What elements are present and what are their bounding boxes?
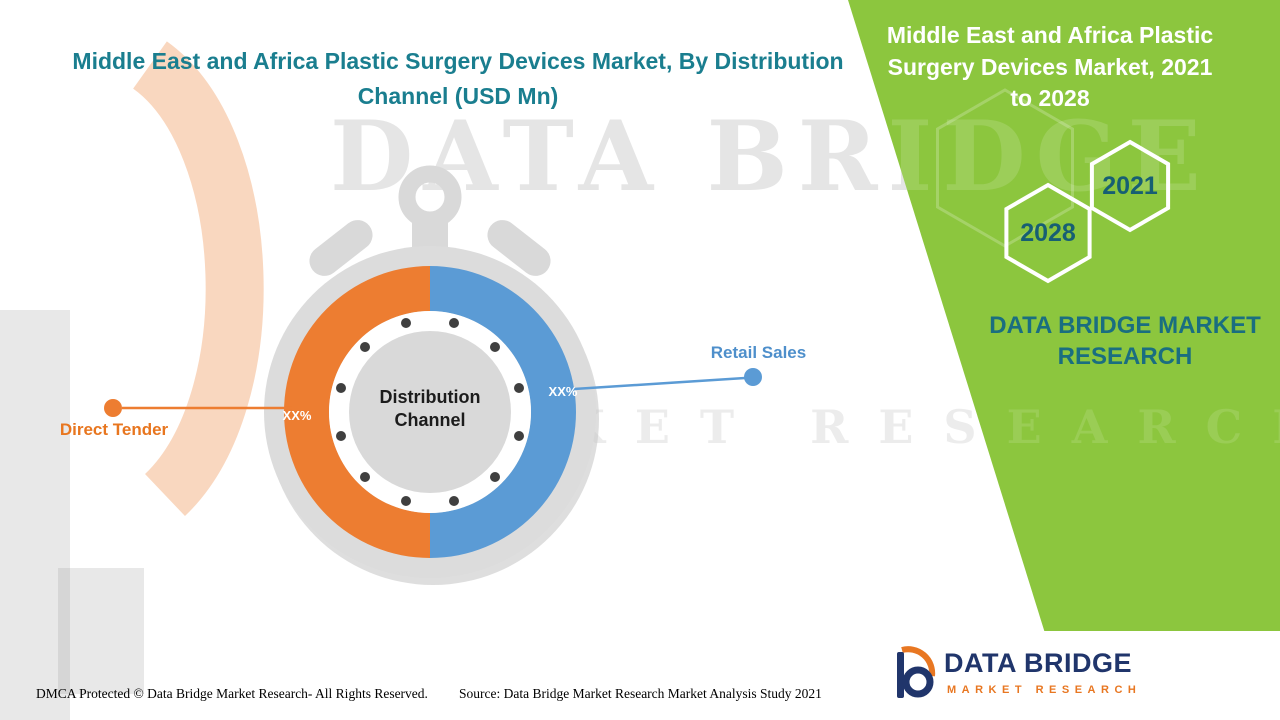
stopwatch-shoulders bbox=[309, 220, 551, 276]
side-panel-title: Middle East and Africa Plastic Surgery D… bbox=[886, 22, 1214, 112]
hexagon-2028 bbox=[1004, 182, 1092, 284]
year-2021-label: 2021 bbox=[1102, 172, 1158, 200]
footer-logo-card bbox=[868, 631, 1280, 720]
chart-center-label: Distribution Channel bbox=[379, 387, 481, 431]
retail-sales-marker bbox=[744, 368, 762, 386]
hexagon-2021 bbox=[1089, 139, 1171, 233]
year-2028-label: 2028 bbox=[1020, 219, 1076, 247]
brand-b-watermark bbox=[0, 41, 264, 720]
databridge-logo-icon bbox=[897, 646, 936, 698]
retail-sales-callout-line bbox=[573, 376, 746, 391]
retail-sales-label: Retail Sales bbox=[710, 343, 807, 362]
stopwatch-crown-icon bbox=[398, 165, 462, 229]
logo-subtitle: MARKET RESEARCH bbox=[947, 684, 1142, 696]
brand-name-text: DATA BRIDGE MARKET RESEARCH bbox=[989, 312, 1261, 371]
slice-value-direct-tender: XX% bbox=[282, 408, 312, 423]
slice-retail-sales bbox=[430, 266, 576, 558]
source-note: Source: Data Bridge Market Research Mark… bbox=[459, 686, 822, 701]
direct-tender-marker bbox=[104, 399, 122, 417]
logo-title: DATA BRIDGE bbox=[944, 648, 1132, 678]
direct-tender-label: Direct Tender bbox=[59, 420, 169, 439]
page-title: Middle East and Africa Plastic Surgery D… bbox=[72, 48, 844, 109]
slice-direct-tender bbox=[284, 266, 430, 558]
center-disc bbox=[349, 331, 511, 493]
slice-value-retail-sales: XX% bbox=[548, 384, 578, 399]
tick-dots bbox=[336, 318, 524, 506]
dmca-notice: DMCA Protected © Data Bridge Market Rese… bbox=[36, 686, 428, 701]
